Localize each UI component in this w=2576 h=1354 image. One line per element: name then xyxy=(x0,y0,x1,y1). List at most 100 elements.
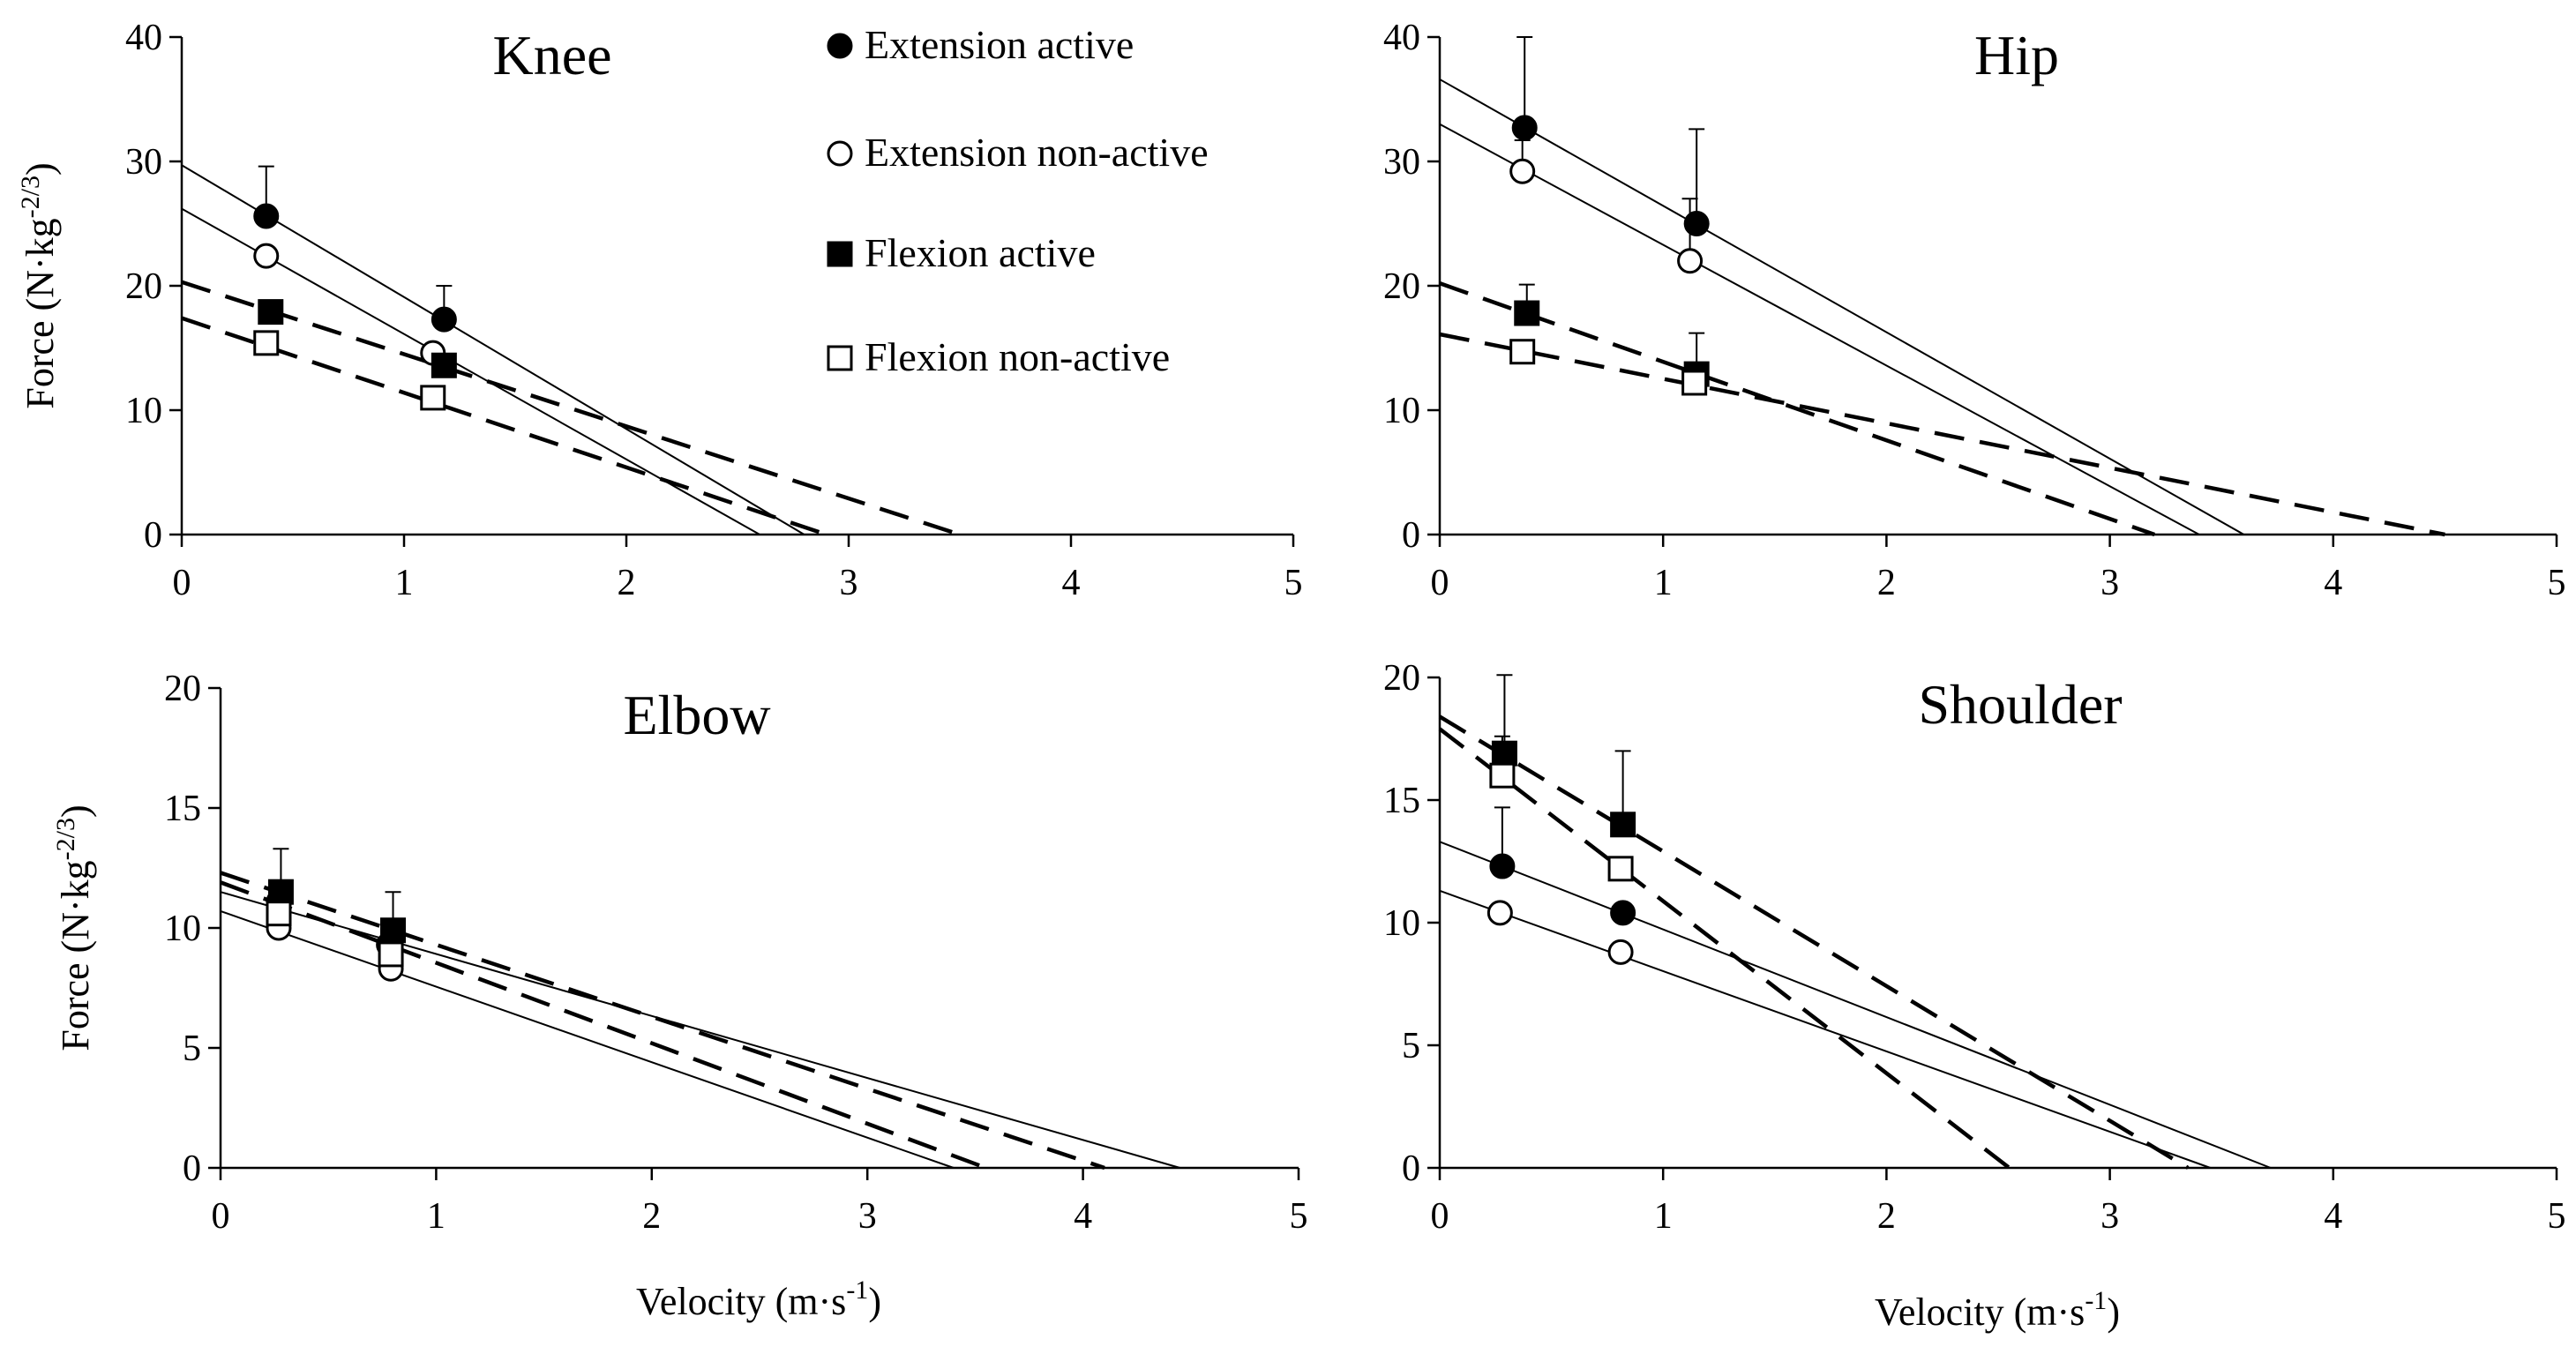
y-tick-label: 0 xyxy=(144,515,162,556)
fit-line-extension-non-active xyxy=(220,910,955,1169)
x-tick-label: 0 xyxy=(1431,1196,1449,1237)
y-tick-label: 5 xyxy=(183,1029,201,1069)
legend-label: Flexion non-active xyxy=(865,334,1170,379)
legend-item-extension-non-active: Extension non-active xyxy=(827,130,1209,175)
legend-marker-flexion-non-active xyxy=(827,345,853,371)
data-point-extension-active xyxy=(1610,900,1636,926)
x-tick-label: 5 xyxy=(1290,1196,1308,1237)
fit-line-extension-non-active xyxy=(1439,123,2200,535)
fit-line-extension-active xyxy=(1439,79,2245,535)
x-tick-label: 3 xyxy=(2100,1196,2119,1237)
panel-title: Knee xyxy=(492,24,611,86)
fit-line-flexion-active xyxy=(220,871,1105,1171)
x-tick-label: 0 xyxy=(212,1196,230,1237)
data-point-flexion-non-active xyxy=(253,330,280,356)
data-point-flexion-non-active xyxy=(1489,762,1516,789)
legend-label: Extension non-active xyxy=(865,130,1209,175)
chart-panel-knee: 0 10 20 30 40 0 1 2 3 4 5 Knee Force (N·kg-2/3) xyxy=(16,18,1303,603)
data-point-extension-active xyxy=(1489,853,1516,879)
x-tick-label: 2 xyxy=(618,563,636,603)
x-axis-label-end: ) xyxy=(868,1280,881,1323)
legend-marker-extension-active xyxy=(827,33,853,59)
x-tick-label: 1 xyxy=(1654,1196,1673,1237)
y-tick-label: 0 xyxy=(1402,1148,1420,1189)
data-point-extension-active xyxy=(253,203,280,229)
data-point-extension-active xyxy=(431,306,457,333)
fit-line-flexion-non-active xyxy=(1439,332,2445,537)
data-point-flexion-non-active xyxy=(1509,339,1536,365)
y-tick-label: 30 xyxy=(125,142,162,183)
y-axis-label-end: ) xyxy=(19,162,62,176)
x-axis-label-main: Velocity (m·s xyxy=(1875,1290,2085,1334)
y-axis-label: Force (N·kg-2/3) xyxy=(51,804,97,1051)
y-axis-label-superscript: -2/3 xyxy=(51,818,80,860)
data-point-flexion-active xyxy=(1610,812,1636,838)
y-tick-label: 30 xyxy=(1383,142,1420,183)
legend-marker-extension-non-active xyxy=(827,140,853,167)
y-axis-label-main: Force (N·kg xyxy=(19,218,62,408)
panel-title: Shoulder xyxy=(1918,673,2122,736)
y-tick-label: 40 xyxy=(1383,18,1420,58)
y-tick-label: 20 xyxy=(1383,658,1420,699)
y-tick-label: 15 xyxy=(1383,781,1420,821)
data-point-flexion-non-active xyxy=(420,385,446,411)
y-axis-label-superscript: -2/3 xyxy=(16,176,45,218)
data-point-extension-non-active xyxy=(253,243,280,269)
data-point-extension-non-active xyxy=(1486,900,1513,926)
y-axis-label-end: ) xyxy=(54,804,97,818)
y-tick-label: 10 xyxy=(1383,903,1420,944)
data-point-extension-non-active xyxy=(1509,158,1536,184)
panel-title: Hip xyxy=(1974,24,2059,86)
y-tick-label: 20 xyxy=(125,266,162,307)
fit-line-flexion-non-active xyxy=(1438,727,2011,1170)
data-point-flexion-active xyxy=(267,879,294,905)
fit-line-extension-active xyxy=(220,891,1180,1169)
y-tick-label: 5 xyxy=(1402,1026,1420,1066)
x-tick-label: 1 xyxy=(1654,563,1673,603)
fit-line-flexion-active xyxy=(181,280,961,537)
fit-line-flexion-active xyxy=(1439,281,2155,537)
x-axis-label-end: ) xyxy=(2107,1290,2120,1334)
x-axis-label: Velocity (m·s-1) xyxy=(636,1275,881,1323)
y-axis-label: Force (N·kg-2/3) xyxy=(16,162,62,408)
legend-marker-flexion-active xyxy=(827,241,853,267)
fit-line-extension-active xyxy=(181,164,805,535)
x-tick-label: 3 xyxy=(858,1196,877,1237)
x-tick-label: 4 xyxy=(2324,563,2342,603)
x-axis-label: Velocity (m·s-1) xyxy=(1875,1286,2120,1334)
data-point-flexion-active xyxy=(1514,300,1540,326)
chart-panel-shoulder: 0 5 10 15 20 0 1 2 3 4 5 Shoulder Velocity (m·s-1) xyxy=(1383,658,2566,1334)
data-point-flexion-active xyxy=(258,299,284,325)
y-tick-label: 10 xyxy=(164,909,201,949)
x-axis-label-superscript: -1 xyxy=(846,1275,868,1305)
data-point-flexion-active xyxy=(380,917,407,944)
x-tick-label: 2 xyxy=(1877,563,1896,603)
data-point-flexion-non-active xyxy=(1681,370,1708,396)
x-tick-label: 0 xyxy=(173,563,191,603)
y-tick-label: 10 xyxy=(1383,391,1420,431)
data-point-flexion-active xyxy=(431,352,457,378)
y-tick-label: 15 xyxy=(164,789,201,829)
data-point-flexion-non-active xyxy=(266,901,292,927)
x-tick-label: 3 xyxy=(2100,563,2119,603)
x-tick-label: 2 xyxy=(1877,1196,1896,1237)
y-tick-label: 0 xyxy=(1402,515,1420,556)
y-tick-label: 0 xyxy=(183,1148,201,1189)
fit-line-extension-active xyxy=(1439,841,2272,1169)
x-tick-label: 5 xyxy=(1284,563,1303,603)
x-tick-label: 4 xyxy=(2324,1196,2342,1237)
legend-item-flexion-active: Flexion active xyxy=(827,230,1096,275)
data-point-flexion-non-active xyxy=(1607,856,1634,882)
data-point-extension-non-active xyxy=(1607,939,1634,965)
x-tick-label: 2 xyxy=(642,1196,661,1237)
x-tick-label: 3 xyxy=(840,563,858,603)
fit-line-extension-non-active xyxy=(1439,889,2211,1169)
data-point-extension-active xyxy=(1683,211,1710,236)
y-tick-label: 40 xyxy=(125,18,162,58)
data-point-extension-non-active xyxy=(1677,248,1704,274)
x-tick-label: 5 xyxy=(2548,563,2566,603)
legend-item-flexion-non-active: Flexion non-active xyxy=(827,334,1170,379)
y-tick-label: 20 xyxy=(164,669,201,709)
y-tick-label: 20 xyxy=(1383,266,1420,307)
